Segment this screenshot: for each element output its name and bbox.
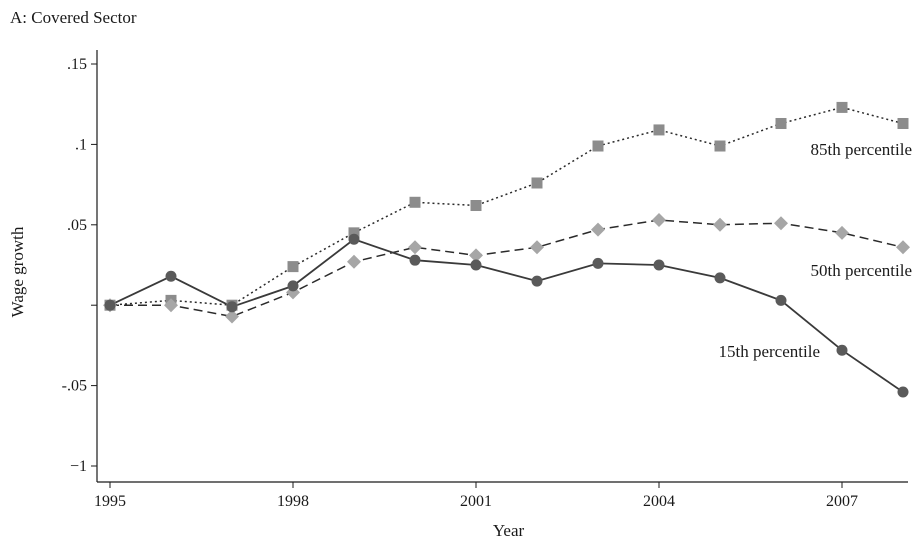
- circle-marker: [226, 301, 238, 313]
- diamond-marker: [835, 225, 849, 240]
- square-marker: [409, 196, 421, 208]
- square-marker: [897, 117, 909, 129]
- circle-marker: [836, 344, 848, 356]
- square-marker: [714, 140, 726, 152]
- diamond-marker: [530, 240, 544, 255]
- diamond-marker: [774, 216, 788, 231]
- y-axis-title: Wage growth: [8, 226, 27, 317]
- diamond-marker: [408, 240, 422, 255]
- y-tick-label: −1: [70, 458, 87, 475]
- square-marker: [287, 261, 299, 273]
- square-marker: [348, 227, 360, 239]
- diamond-marker: [713, 217, 727, 232]
- square-marker: [653, 124, 665, 136]
- circle-marker: [714, 272, 726, 284]
- series-line-square: [109, 106, 904, 306]
- square-marker: [531, 177, 543, 189]
- series-label: 85th percentile: [811, 140, 913, 159]
- circle-marker: [775, 294, 787, 306]
- diamond-marker: [896, 240, 910, 255]
- x-tick-label: 1995: [94, 493, 126, 510]
- y-tick-label: .05: [67, 217, 87, 234]
- series-line-diamond: [110, 219, 904, 318]
- square-marker: [470, 200, 482, 212]
- diamond-marker: [225, 309, 239, 324]
- circle-marker: [348, 233, 360, 245]
- series-lines: [109, 106, 904, 393]
- x-tick-label: 1998: [277, 493, 309, 510]
- series-line-circle: [109, 238, 904, 393]
- square-marker: [836, 101, 848, 113]
- series-label: 50th percentile: [811, 261, 913, 280]
- diamond-marker: [347, 254, 361, 269]
- x-tick-label: 2004: [643, 493, 675, 510]
- y-tick-label: .1: [75, 136, 87, 153]
- diamond-marker: [591, 222, 605, 237]
- circle-marker: [165, 270, 177, 282]
- series-markers: [103, 101, 910, 398]
- circle-marker: [409, 254, 421, 266]
- circle-marker: [531, 275, 543, 287]
- circle-marker: [104, 299, 116, 311]
- square-marker: [775, 117, 787, 129]
- circle-marker: [592, 257, 604, 269]
- square-marker: [592, 140, 604, 152]
- axes: −1 -.05 .05 .1 .15 1995 1998 2001 2004 2007 Year Wa…: [8, 50, 908, 540]
- diamond-marker: [652, 212, 666, 227]
- circle-marker: [470, 259, 482, 271]
- x-tick-label: 2007: [826, 493, 858, 510]
- x-axis-title: Year: [493, 521, 525, 540]
- diamond-marker: [469, 248, 483, 263]
- diamond-marker: [164, 298, 178, 313]
- circle-marker: [653, 259, 665, 271]
- series-labels: 85th percentile 50th percentile 15th perce…: [719, 140, 913, 361]
- y-tick-label: -.05: [62, 378, 87, 395]
- x-tick-label: 2001: [460, 493, 492, 510]
- series-label: 15th percentile: [719, 342, 821, 361]
- circle-marker: [897, 386, 909, 398]
- y-tick-label: .15: [67, 56, 87, 73]
- circle-marker: [287, 280, 299, 292]
- chart-title: A: Covered Sector: [10, 8, 137, 27]
